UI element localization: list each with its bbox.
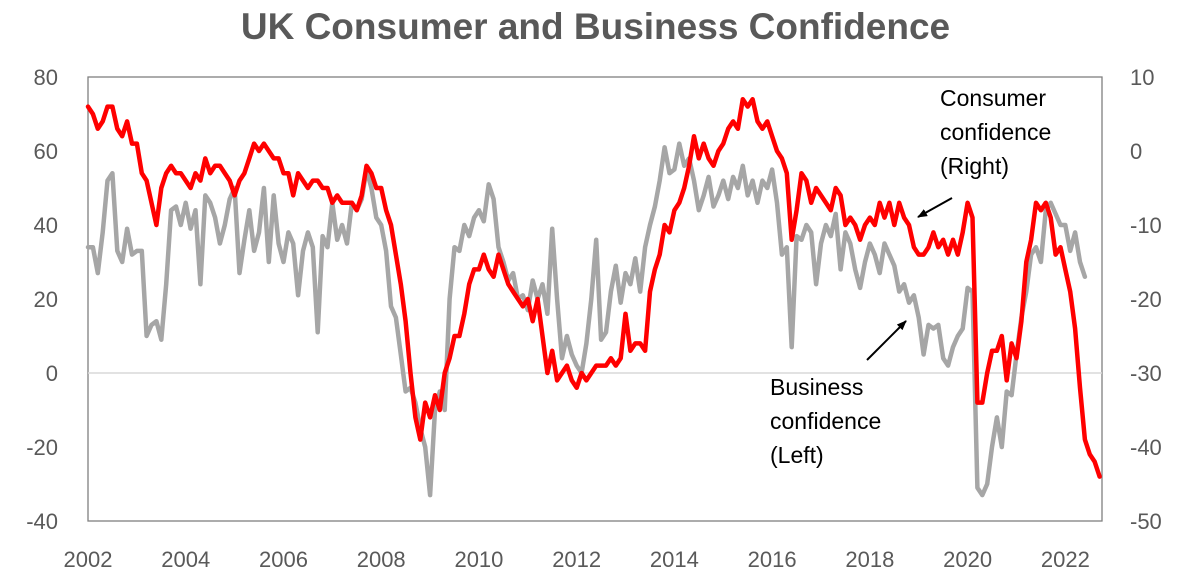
- annotation-consumer-line-1: Consumer: [940, 85, 1046, 111]
- series-line-consumer-confidence: [85, 96, 1102, 479]
- x-axis-tick-label: 2020: [943, 547, 992, 572]
- x-axis-tick-label: 2004: [161, 547, 210, 572]
- x-axis-tick-label: 2006: [259, 547, 308, 572]
- x-axis-tick-label: 2002: [64, 547, 113, 572]
- left-axis-tick-label: 20: [34, 287, 58, 312]
- x-axis-tick-label: 2012: [552, 547, 601, 572]
- annotation-consumer-line-3: (Right): [940, 153, 1009, 179]
- annotation-business-line-1: Business: [770, 374, 863, 400]
- left-axis-tick-label: -20: [26, 435, 58, 460]
- x-axis-tick-label: 2018: [845, 547, 894, 572]
- right-axis-tick-label: -10: [1130, 213, 1162, 238]
- annotation-consumer-arrow: [917, 197, 953, 218]
- x-axis-tick-label: 2010: [454, 547, 503, 572]
- series-line-business-confidence: [85, 141, 1088, 498]
- annotation-business-line-2: confidence: [770, 408, 881, 434]
- annotation-business-arrow: [866, 320, 907, 361]
- left-axis-tick-label: 0: [46, 361, 58, 386]
- left-axis-tick-label: -40: [26, 509, 58, 534]
- left-axis-tick-label: 60: [34, 139, 58, 164]
- right-axis-tick-label: -20: [1130, 287, 1162, 312]
- annotation-business-confidence: Business confidence (Left): [770, 320, 907, 468]
- left-axis-tick-label: 40: [34, 213, 58, 238]
- right-axis-tick-label: -40: [1130, 435, 1162, 460]
- annotation-consumer-confidence: Consumer confidence (Right): [917, 85, 1051, 218]
- annotation-business-line-3: (Left): [770, 442, 824, 468]
- right-axis-tick-label: 10: [1130, 65, 1154, 90]
- x-axis-tick-label: 2016: [748, 547, 797, 572]
- x-axis-tick-label: 2022: [1041, 547, 1090, 572]
- chart-title: UK Consumer and Business Confidence: [240, 6, 951, 47]
- right-axis-ticks: 10 0 -10 -20 -30 -40 -50: [1130, 65, 1162, 534]
- right-axis-tick-label: -30: [1130, 361, 1162, 386]
- x-axis-ticks: 2002 2004 2006 2008 2010 2012 2014 2016 2018 2020…: [64, 547, 1090, 572]
- plot-area: [87, 76, 1103, 522]
- annotation-consumer-line-2: confidence: [940, 119, 1051, 145]
- x-axis-tick-label: 2014: [650, 547, 699, 572]
- left-axis-tick-label: 80: [34, 65, 58, 90]
- x-axis-tick-label: 2008: [357, 547, 406, 572]
- left-axis-ticks: 80 60 40 20 0 -20 -40: [26, 65, 58, 534]
- right-axis-tick-label: 0: [1130, 139, 1142, 164]
- right-axis-tick-label: -50: [1130, 509, 1162, 534]
